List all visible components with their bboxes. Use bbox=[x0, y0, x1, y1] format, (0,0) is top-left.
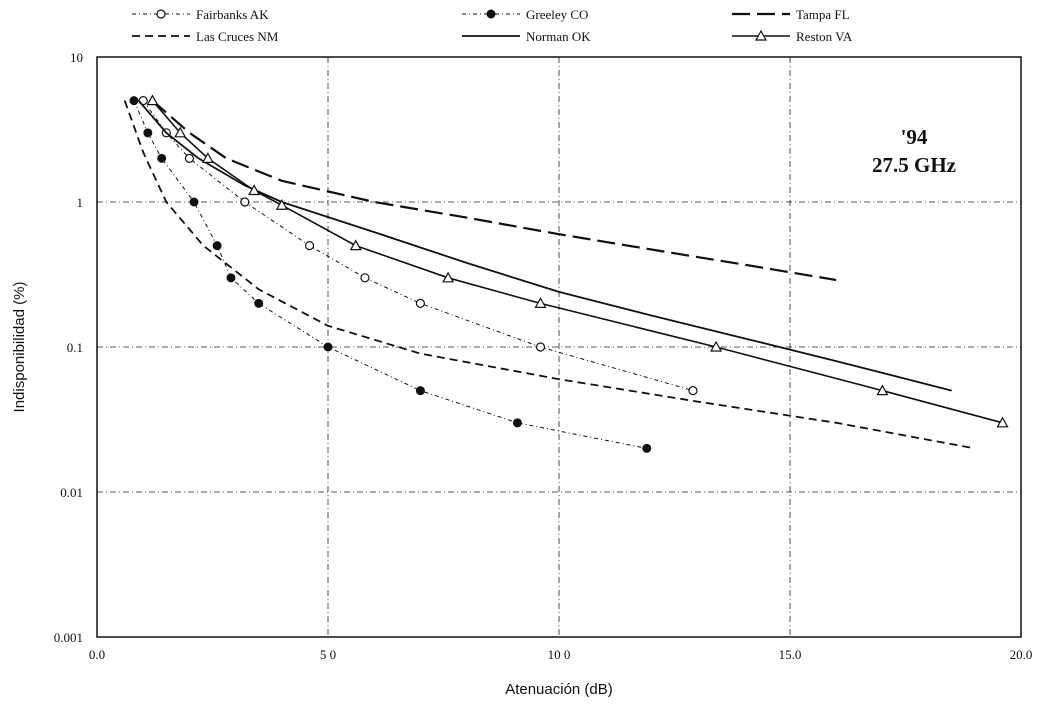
series-reston-va bbox=[146, 94, 1009, 428]
series-group bbox=[123, 94, 1009, 453]
legend-label: Greeley CO bbox=[526, 7, 588, 22]
legend: Fairbanks AK Greeley CO Tampa FL Las Cruces… bbox=[132, 7, 853, 44]
tick-labels: 0.0 5 0 10 0 15.0 20.0 0.001 0.01 0.1 1 10 bbox=[54, 50, 1033, 662]
data-point-greeley-co bbox=[189, 197, 199, 207]
x-tick-label: 5 0 bbox=[320, 647, 336, 662]
frequency-annotation: 27.5 GHz bbox=[872, 153, 956, 177]
legend-item-tampa-fl: Tampa FL bbox=[732, 7, 850, 22]
year-annotation: '94 bbox=[901, 125, 928, 149]
data-point-greeley-co bbox=[512, 418, 522, 428]
data-point-reston-va bbox=[534, 297, 547, 308]
data-point-greeley-co bbox=[157, 153, 167, 163]
data-point-reston-va bbox=[146, 94, 159, 106]
legend-label: Norman OK bbox=[526, 29, 591, 44]
data-point-greeley-co bbox=[642, 443, 652, 453]
data-point-reston-va bbox=[201, 152, 214, 163]
legend-label: Las Cruces NM bbox=[196, 29, 279, 44]
data-point-greeley-co bbox=[143, 128, 153, 138]
x-tick-label: 10 0 bbox=[548, 647, 571, 662]
series-las-cruces-nm bbox=[123, 100, 975, 450]
y-axis-title: Indisponibilidad (%) bbox=[11, 282, 28, 413]
series-line-reston-va bbox=[151, 100, 1003, 424]
legend-label: Tampa FL bbox=[796, 7, 850, 22]
y-tick-label: 10 bbox=[70, 50, 83, 65]
legend-item-reston-va: Reston VA bbox=[732, 29, 853, 44]
data-point-greeley-co bbox=[129, 96, 139, 106]
data-point-reston-va bbox=[442, 271, 455, 283]
data-point-reston-va bbox=[248, 184, 261, 196]
data-point-greeley-co bbox=[226, 273, 236, 283]
data-point-greeley-co bbox=[212, 241, 222, 251]
series-greeley-co bbox=[129, 96, 652, 453]
data-point-greeley-co bbox=[254, 298, 264, 308]
plot-frame bbox=[96, 56, 1022, 638]
data-point-fairbanks-ak bbox=[240, 197, 250, 207]
series-line-norman-ok bbox=[137, 100, 952, 392]
data-point-fairbanks-ak bbox=[184, 153, 194, 163]
data-point-greeley-co bbox=[415, 386, 425, 396]
x-tick-label: 0.0 bbox=[89, 647, 105, 662]
data-point-reston-va bbox=[710, 340, 723, 352]
series-fairbanks-ak bbox=[138, 96, 698, 396]
x-axis-title: Atenuación (dB) bbox=[505, 681, 613, 698]
data-point-greeley-co bbox=[323, 342, 333, 352]
legend-label: Fairbanks AK bbox=[196, 7, 269, 22]
grid bbox=[97, 57, 1021, 637]
series-norman-ok bbox=[137, 100, 952, 392]
data-point-fairbanks-ak bbox=[415, 298, 425, 308]
y-tick-label: 0.1 bbox=[67, 340, 83, 355]
series-line-greeley-co bbox=[133, 100, 647, 449]
data-point-reston-va bbox=[876, 384, 889, 396]
data-point-reston-va bbox=[174, 126, 187, 138]
legend-label: Reston VA bbox=[796, 29, 853, 44]
data-point-fairbanks-ak bbox=[304, 241, 315, 251]
legend-marker bbox=[486, 9, 496, 19]
series-line-las-cruces-nm bbox=[123, 100, 975, 450]
series-line-tampa-fl bbox=[151, 99, 837, 282]
data-point-fairbanks-ak bbox=[535, 342, 546, 352]
legend-item-las-cruces-nm: Las Cruces NM bbox=[132, 29, 279, 44]
data-point-fairbanks-ak bbox=[360, 273, 370, 283]
y-tick-label: 0.01 bbox=[60, 485, 83, 500]
data-point-fairbanks-ak bbox=[688, 386, 698, 396]
legend-item-fairbanks-ak: Fairbanks AK bbox=[132, 7, 269, 22]
legend-marker bbox=[754, 29, 768, 41]
data-point-reston-va bbox=[349, 239, 362, 251]
legend-item-norman-ok: Norman OK bbox=[462, 29, 591, 44]
legend-item-greeley-co: Greeley CO bbox=[462, 7, 588, 22]
x-tick-label: 15.0 bbox=[779, 647, 802, 662]
y-tick-label: 0.001 bbox=[54, 630, 83, 645]
legend-marker bbox=[156, 9, 166, 19]
series-tampa-fl bbox=[151, 99, 837, 282]
y-tick-label: 1 bbox=[77, 195, 84, 210]
x-tick-label: 20.0 bbox=[1010, 647, 1033, 662]
data-point-reston-va bbox=[275, 198, 288, 210]
data-point-reston-va bbox=[996, 416, 1009, 428]
